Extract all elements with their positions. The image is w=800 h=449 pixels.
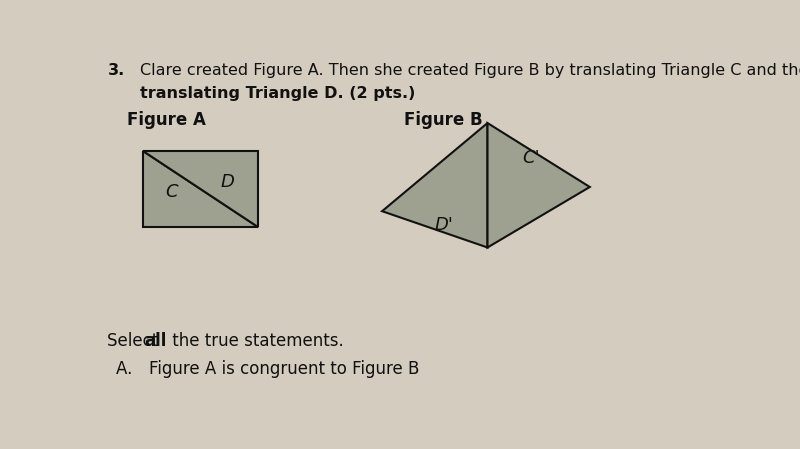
Text: Select: Select [107, 332, 164, 350]
Text: C': C' [522, 149, 540, 167]
Text: C: C [165, 183, 178, 201]
Text: D': D' [434, 216, 454, 234]
Text: the true statements.: the true statements. [167, 332, 344, 350]
Text: 3.: 3. [107, 62, 125, 78]
Text: all: all [145, 332, 167, 350]
Polygon shape [382, 123, 487, 247]
Text: A. Figure A is congruent to Figure B: A. Figure A is congruent to Figure B [115, 360, 419, 378]
Text: translating Triangle D. (2 pts.): translating Triangle D. (2 pts.) [140, 86, 416, 101]
Text: Figure B: Figure B [404, 111, 482, 129]
Polygon shape [143, 151, 258, 227]
Text: Figure A: Figure A [126, 111, 206, 129]
Polygon shape [143, 151, 258, 227]
Polygon shape [487, 123, 590, 247]
Text: D: D [220, 173, 234, 191]
Text: Clare created Figure A. Then she created Figure B by translating Triangle C and : Clare created Figure A. Then she created… [140, 62, 800, 78]
